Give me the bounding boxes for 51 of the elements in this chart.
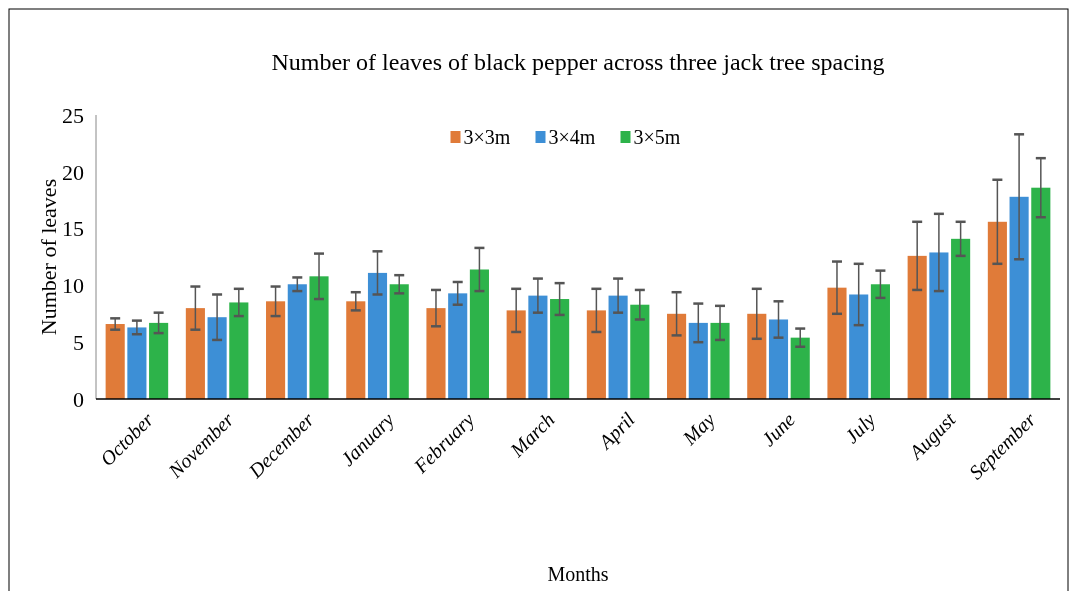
bar xyxy=(870,284,890,399)
bar xyxy=(309,276,329,399)
bar xyxy=(127,327,147,399)
bar xyxy=(586,310,606,399)
y-tick-label: 5 xyxy=(73,329,84,355)
bar xyxy=(346,301,366,399)
bar xyxy=(827,287,847,399)
legend-label: 3×5m xyxy=(633,126,681,148)
y-tick-label: 25 xyxy=(62,102,84,128)
x-tick-label: July xyxy=(840,408,881,448)
bar xyxy=(448,293,468,399)
bar xyxy=(1009,196,1029,399)
bar xyxy=(207,317,227,399)
bar xyxy=(149,322,169,399)
bar xyxy=(105,324,125,399)
legend-label: 3×3m xyxy=(463,126,511,148)
y-tick-label: 10 xyxy=(62,273,84,299)
bar xyxy=(747,313,767,399)
bar xyxy=(849,294,869,399)
bar xyxy=(266,301,286,399)
x-axis-title: Months xyxy=(547,563,609,585)
bar xyxy=(929,252,949,399)
y-tick-label: 20 xyxy=(62,159,84,185)
bar xyxy=(389,284,409,399)
bar xyxy=(185,308,205,399)
bar xyxy=(951,238,971,399)
bar xyxy=(506,310,526,399)
bar xyxy=(1031,187,1051,399)
bar xyxy=(667,313,687,399)
bar xyxy=(608,295,628,399)
bar xyxy=(367,272,388,399)
chart-title: Number of leaves of black pepper across three jack tree spacing xyxy=(271,49,885,75)
bar xyxy=(287,284,307,399)
bar xyxy=(710,322,730,399)
y-tick-label: 0 xyxy=(73,386,84,412)
bar xyxy=(426,308,446,399)
bar xyxy=(907,255,927,399)
bar xyxy=(790,337,810,399)
legend-label: 3×4m xyxy=(548,126,596,148)
y-tick-label: 15 xyxy=(62,216,84,242)
bar xyxy=(229,302,249,399)
bar xyxy=(469,269,489,399)
bar xyxy=(768,319,789,399)
x-tick-label: May xyxy=(677,408,720,451)
bar xyxy=(987,221,1007,399)
bar xyxy=(688,322,708,399)
bar xyxy=(630,304,650,399)
x-tick-label: June xyxy=(756,408,800,451)
y-axis-title: Number of leaves xyxy=(36,178,61,336)
bar xyxy=(528,295,548,399)
bar xyxy=(550,299,570,399)
